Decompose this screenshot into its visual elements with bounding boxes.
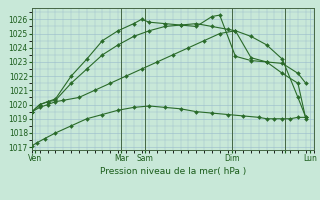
X-axis label: Pression niveau de la mer( hPa ): Pression niveau de la mer( hPa ) (100, 167, 246, 176)
